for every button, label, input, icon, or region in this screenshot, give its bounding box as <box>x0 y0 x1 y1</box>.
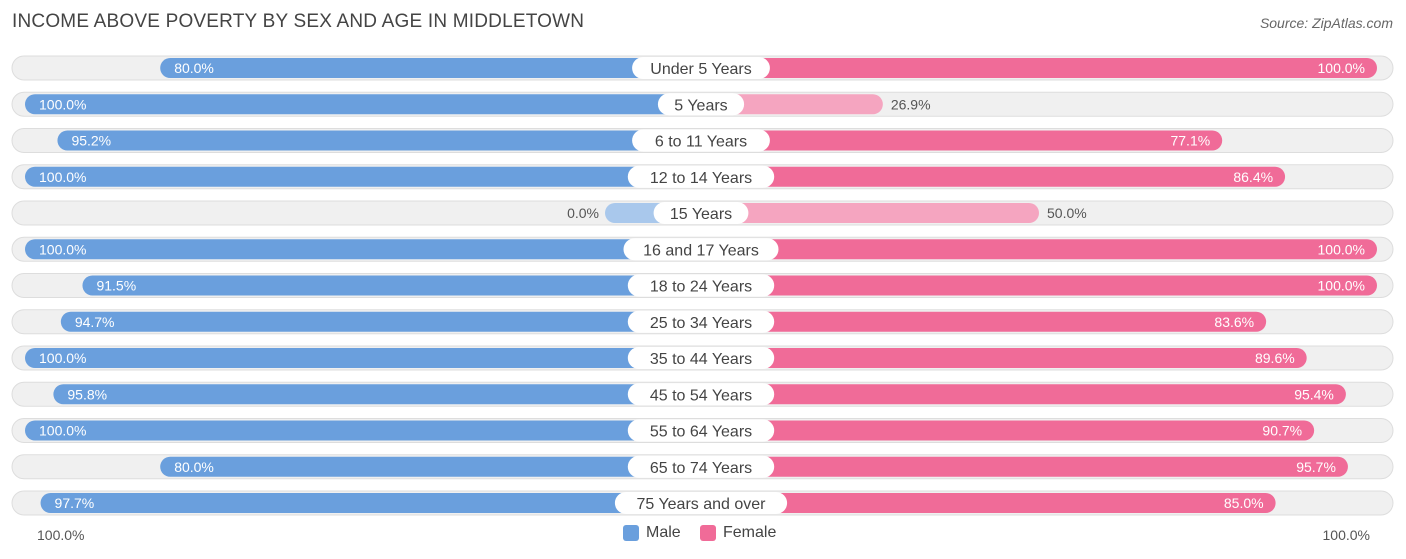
female-value-label: 100.0% <box>1318 278 1365 294</box>
male-value-label: 80.0% <box>174 60 214 76</box>
category-pill <box>632 129 770 152</box>
female-bar <box>701 203 1039 223</box>
female-bar <box>701 456 1348 477</box>
category-pill <box>627 419 775 442</box>
category-label: 65 to 74 Years <box>650 460 752 477</box>
female-value-label: 50.0% <box>1047 205 1087 221</box>
male-value-label: 100.0% <box>39 423 86 439</box>
legend-label-male: Male <box>646 524 681 541</box>
category-label: 12 to 14 Years <box>650 170 752 187</box>
female-value-label: 89.6% <box>1255 350 1295 366</box>
male-bar <box>53 384 702 405</box>
legend-item-male[interactable]: Male <box>623 524 681 542</box>
female-value-label: 86.4% <box>1233 169 1273 185</box>
male-value-label: 95.8% <box>67 386 107 402</box>
male-bar <box>82 275 701 296</box>
male-bar <box>60 311 701 332</box>
category-pill <box>623 238 779 261</box>
male-value-label: 100.0% <box>39 169 86 185</box>
category-pill <box>627 383 775 406</box>
source-credit: Source: ZipAtlas.com <box>1259 15 1393 31</box>
category-pill <box>627 310 775 333</box>
female-bar <box>701 493 1276 513</box>
female-bar <box>701 130 1223 151</box>
category-pill <box>653 202 749 224</box>
legend-label-female: Female <box>723 524 777 541</box>
female-bar <box>701 311 1267 332</box>
male-bar <box>160 58 701 78</box>
male-value-label: 80.0% <box>174 459 214 475</box>
female-value-label: 83.6% <box>1214 314 1254 330</box>
category-label: Under 5 Years <box>650 61 751 78</box>
chart-plot: 80.0% 100.0% Under 5 Years 100.0% 26.9% 5 Yea… <box>11 55 1394 516</box>
category-label: 75 Years and over <box>637 496 767 513</box>
male-bar <box>25 239 701 260</box>
male-bar <box>25 420 701 441</box>
female-bar <box>701 58 1377 78</box>
category-label: 16 and 17 Years <box>643 242 759 259</box>
category-label: 5 Years <box>674 97 727 114</box>
male-value-label: 100.0% <box>39 241 86 257</box>
legend: Male Female <box>0 524 1406 546</box>
female-bar <box>701 348 1307 368</box>
male-bar <box>40 493 702 513</box>
category-label: 18 to 24 Years <box>650 279 752 296</box>
male-value-label: 100.0% <box>39 96 86 112</box>
male-value-label: 95.2% <box>71 133 111 149</box>
female-bar <box>701 94 883 115</box>
category-pill <box>627 455 775 478</box>
male-bar <box>25 94 701 115</box>
axis-right-label: 100.0% <box>1322 527 1370 543</box>
category-pill <box>657 93 745 116</box>
category-pill <box>632 57 770 79</box>
female-bar <box>701 275 1377 296</box>
female-bar <box>701 166 1286 187</box>
female-value-label: 95.4% <box>1294 386 1334 402</box>
legend-item-female[interactable]: Female <box>700 524 776 542</box>
axis-left-label: 100.0% <box>37 527 85 543</box>
category-label: 6 to 11 Years <box>655 134 747 151</box>
male-value-label: 97.7% <box>55 495 95 511</box>
category-label: 15 Years <box>670 206 732 223</box>
category-pill <box>614 492 788 514</box>
category-pill <box>627 347 775 369</box>
female-bar <box>701 420 1315 441</box>
category-pill <box>627 274 775 297</box>
legend-swatch-male <box>623 525 639 541</box>
female-value-label: 77.1% <box>1170 133 1210 149</box>
male-value-label: 94.7% <box>75 314 115 330</box>
female-value-label: 100.0% <box>1318 60 1365 76</box>
category-label: 35 to 44 Years <box>650 351 752 368</box>
male-value-label: 100.0% <box>39 350 86 366</box>
category-label: 45 to 54 Years <box>650 387 752 404</box>
male-bar <box>160 456 701 477</box>
male-bar <box>57 130 701 151</box>
male-bar <box>25 166 701 187</box>
female-bar <box>701 384 1346 405</box>
category-label: 25 to 34 Years <box>650 315 752 332</box>
male-bar <box>25 348 701 368</box>
category-label: 55 to 64 Years <box>650 424 752 441</box>
category-pill <box>627 165 775 188</box>
legend-swatch-female <box>700 525 716 541</box>
female-value-label: 95.7% <box>1296 459 1336 475</box>
female-value-label: 85.0% <box>1224 495 1264 511</box>
male-value-label: 91.5% <box>96 278 136 294</box>
female-bar <box>701 239 1377 260</box>
female-value-label: 90.7% <box>1262 423 1302 439</box>
female-value-label: 100.0% <box>1318 241 1365 257</box>
female-value-label: 26.9% <box>891 96 931 112</box>
chart-title: INCOME ABOVE POVERTY BY SEX AND AGE IN M… <box>12 11 585 32</box>
male-value-label: 0.0% <box>567 205 599 221</box>
